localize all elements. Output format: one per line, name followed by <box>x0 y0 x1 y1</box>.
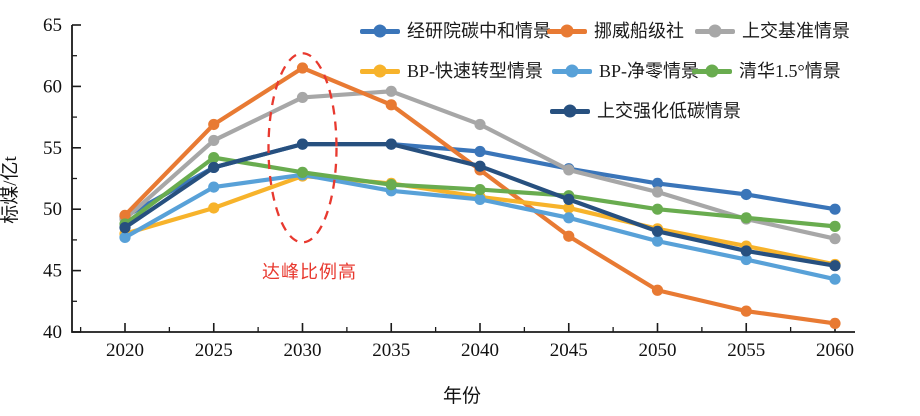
legend-item-nuowei: 挪威船级社 <box>547 22 684 40</box>
legend-label: 经研院碳中和情景 <box>407 21 551 41</box>
svg-text:2055: 2055 <box>727 340 765 361</box>
y-axis-title: 标煤/亿t <box>0 156 21 224</box>
svg-text:50: 50 <box>43 199 62 220</box>
x-axis-title: 年份 <box>443 385 481 407</box>
svg-text:2050: 2050 <box>639 340 677 361</box>
legend-item-bp-kuaisu: BP-快速转型情景 <box>360 62 543 80</box>
svg-text:65: 65 <box>43 15 62 36</box>
peak-annotation-text: 达峰比例高 <box>262 262 357 282</box>
svg-text:60: 60 <box>43 76 62 97</box>
legend-item-jingyanyuan: 经研院碳中和情景 <box>360 22 551 40</box>
legend-line-marker <box>550 104 590 118</box>
legend-item-bp-jingling: BP-净零情景 <box>552 62 699 80</box>
svg-text:40: 40 <box>43 322 62 343</box>
svg-text:2025: 2025 <box>195 340 233 361</box>
svg-text:2020: 2020 <box>106 340 144 361</box>
svg-text:45: 45 <box>43 261 62 282</box>
legend-line-marker <box>695 24 735 38</box>
legend-line-marker <box>360 24 400 38</box>
svg-text:2045: 2045 <box>550 340 588 361</box>
axes-layer: 40 45 50 55 60 65 2020 2025 2030 2035 2040 2045 2050… <box>43 15 855 361</box>
svg-text:2040: 2040 <box>461 340 499 361</box>
svg-text:2030: 2030 <box>284 340 322 361</box>
legend-label: BP-快速转型情景 <box>407 61 544 81</box>
svg-text:2035: 2035 <box>372 340 410 361</box>
legend-item-qinghua: 清华1.5°情景 <box>692 62 841 80</box>
legend-line-marker <box>360 64 400 78</box>
annotation-ellipse-layer <box>267 52 338 244</box>
legend-label: BP-净零情景 <box>599 61 700 81</box>
svg-text:55: 55 <box>43 138 62 159</box>
legend-label: 挪威船级社 <box>594 21 684 41</box>
legend-label: 上交基准情景 <box>742 21 850 41</box>
legend-line-marker <box>692 64 732 78</box>
legend-item-shangjiao-jizhun: 上交基准情景 <box>695 22 850 40</box>
svg-text:2060: 2060 <box>816 340 854 361</box>
legend-item-shangjiao-qianghua: 上交强化低碳情景 <box>550 102 741 120</box>
legend-line-marker <box>552 64 592 78</box>
legend-label: 上交强化低碳情景 <box>597 101 741 121</box>
data-series-layer <box>119 62 841 330</box>
legend-line-marker <box>547 24 587 38</box>
legend-label: 清华1.5°情景 <box>739 61 841 81</box>
